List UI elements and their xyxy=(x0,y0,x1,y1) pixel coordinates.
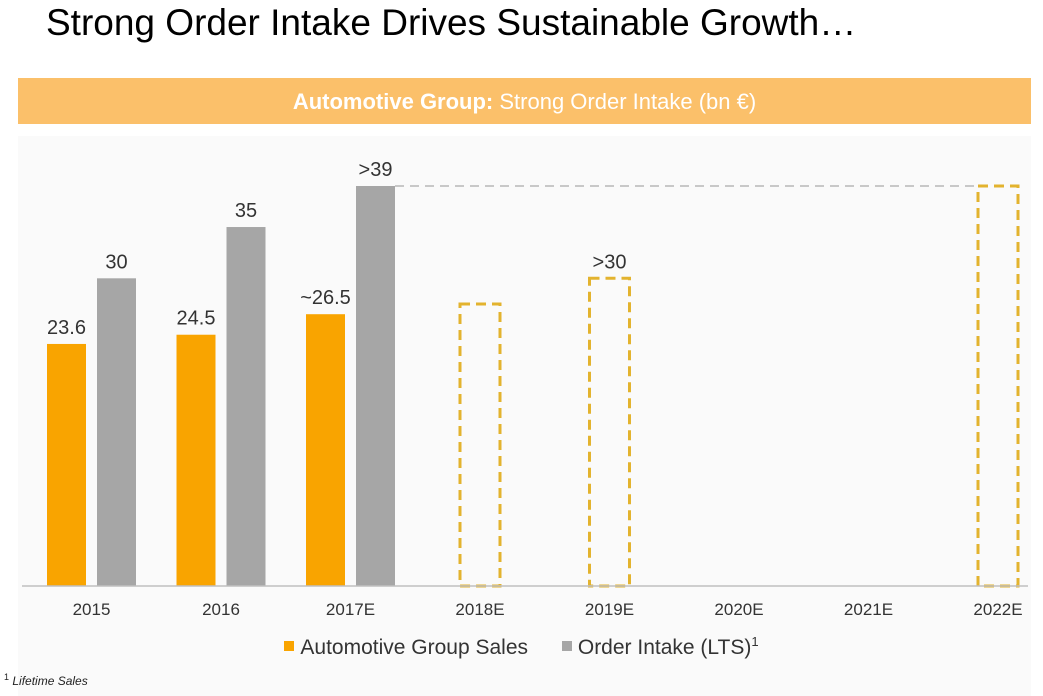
x-tick-label-2017E: 2017E xyxy=(326,600,375,619)
target-box-2022E xyxy=(976,184,1020,588)
data-label-order-intake-2015: 30 xyxy=(105,251,127,273)
x-tick-label-2021E: 2021E xyxy=(844,600,893,619)
x-tick-label-2018E: 2018E xyxy=(455,600,504,619)
bar-sales-2017E xyxy=(306,314,345,586)
target-label-2019E: >30 xyxy=(593,251,627,273)
banner-text: Strong Order Intake (bn €) xyxy=(493,89,757,114)
legend-label-sales: Automotive Group Sales xyxy=(300,636,529,659)
bar-sales-2015 xyxy=(47,343,86,586)
page-title: Strong Order Intake Drives Sustainable G… xyxy=(46,2,857,43)
legend-item-sales: Automotive Group Sales xyxy=(284,636,528,660)
data-label-order-intake-2017E: >39 xyxy=(359,159,393,181)
bar-sales-2016 xyxy=(176,334,216,586)
data-label-sales-2015: 23.6 xyxy=(47,317,86,339)
x-tick-label-2022E: 2022E xyxy=(973,600,1022,619)
legend-item-order-intake: Order Intake (LTS)1 xyxy=(561,634,759,660)
x-tick-label-2016: 2016 xyxy=(202,600,240,619)
footnote-marker: 1 xyxy=(4,672,10,682)
footnote-text: Lifetime Sales xyxy=(12,674,88,688)
chart-banner: Automotive Group: Strong Order Intake (b… xyxy=(18,78,1031,124)
x-tick-label-2019E: 2019E xyxy=(585,600,634,619)
data-label-sales-2017E: ~26.5 xyxy=(300,287,351,309)
target-box-2019E xyxy=(588,276,631,588)
target-box-2018E xyxy=(458,302,502,588)
legend-footnote-marker: 1 xyxy=(751,634,759,649)
bar-order-intake-2016 xyxy=(226,227,266,586)
bar-order-intake-2015 xyxy=(97,278,136,586)
x-tick-label-2020E: 2020E xyxy=(714,600,763,619)
footnote: 1 Lifetime Sales xyxy=(4,672,88,688)
data-label-sales-2016: 24.5 xyxy=(177,308,216,330)
legend-label-order-intake: Order Intake (LTS) xyxy=(577,636,752,659)
legend-swatch-order-intake-icon xyxy=(561,641,572,651)
chart-legend: Automotive Group Sales Order Intake (LTS… xyxy=(0,634,1043,660)
bar-order-intake-2017E xyxy=(356,186,395,586)
legend-swatch-sales-icon xyxy=(284,641,295,651)
data-label-order-intake-2016: 35 xyxy=(235,200,257,222)
x-tick-label-2015: 2015 xyxy=(73,600,111,619)
banner-bold-text: Automotive Group: xyxy=(292,89,494,114)
